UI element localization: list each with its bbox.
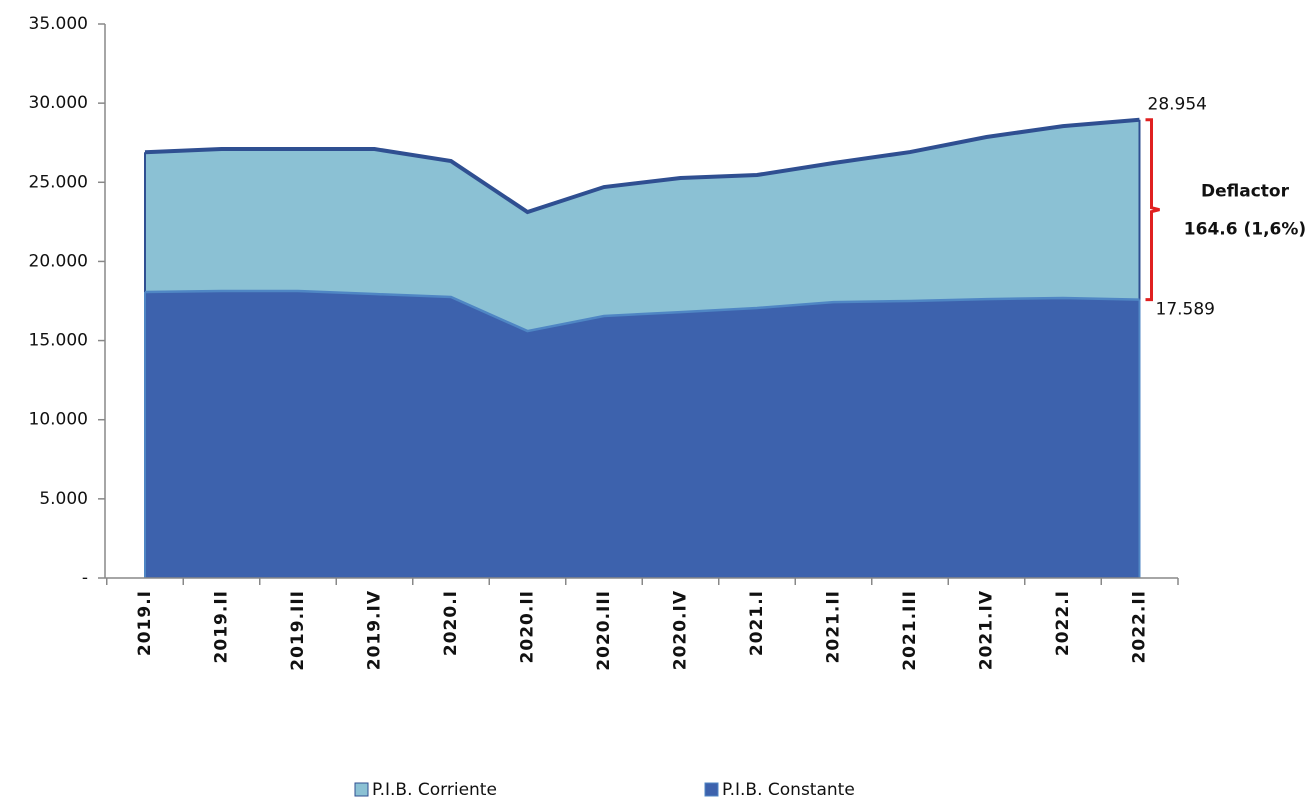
legend-item: P.I.B. Corriente (354, 780, 497, 797)
x-tick-label: 2020.III (594, 590, 614, 671)
x-tick-label: 2021.I (747, 590, 767, 656)
y-tick-label: 30.000 (29, 93, 88, 113)
y-tick-label: 15.000 (29, 331, 88, 351)
value-label: 28.954 (1148, 95, 1207, 115)
x-tick-label: 2020.II (518, 590, 538, 663)
x-tick-label: 2022.I (1053, 590, 1073, 656)
x-tick-label: 2020.IV (671, 590, 691, 670)
x-tick-label: 2021.III (900, 590, 920, 671)
x-tick-label: 2019.IV (365, 590, 385, 670)
y-tick-label: 35.000 (29, 14, 88, 34)
legend-swatch (354, 782, 369, 797)
x-tick-label: 2021.II (824, 590, 844, 663)
area-line (144, 289, 1140, 333)
legend-label: P.I.B. Constante (722, 780, 855, 797)
y-tick-label: 5.000 (39, 489, 88, 509)
x-tick-label: 2022.II (1130, 590, 1150, 663)
x-tick-label: 2019.III (288, 590, 308, 671)
x-tick-label: 2019.II (212, 590, 232, 663)
value-label: 17.589 (1156, 300, 1215, 320)
y-tick-label: 20.000 (29, 251, 88, 271)
area-line (144, 117, 1140, 215)
legend-label: P.I.B. Corriente (372, 780, 497, 797)
y-tick-label: 25.000 (29, 172, 88, 192)
bracket (1145, 118, 1160, 302)
annotation: Deflactor (1201, 182, 1290, 202)
legend-item: P.I.B. Constante (704, 780, 855, 797)
x-tick-label: 2020.I (441, 590, 461, 656)
y-tick-label: 10.000 (29, 410, 88, 430)
area (145, 291, 1140, 578)
x-tick-label: 2021.IV (977, 590, 997, 670)
legend-swatch (704, 782, 719, 797)
annotation: 164.6 (1,6%) (1184, 220, 1306, 240)
x-tick-label: 2019.I (135, 590, 155, 656)
y-tick-label: - (82, 568, 88, 588)
